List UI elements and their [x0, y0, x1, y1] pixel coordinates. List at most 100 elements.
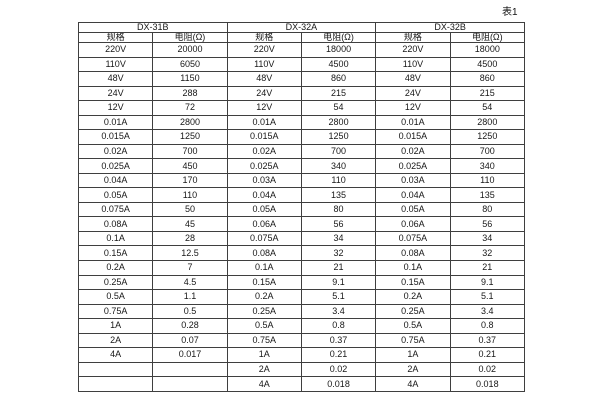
spec-cell: 0.1A	[375, 259, 451, 276]
resistance-cell: 2800	[449, 114, 526, 131]
spec-cell: 48V	[375, 71, 451, 87]
resistance-cell: 9.1	[300, 274, 377, 291]
spec-cell: 0.08A	[226, 245, 302, 261]
resistance-cell: 215	[449, 85, 526, 102]
group-header: DX-32B	[375, 22, 526, 33]
spec-cell: 1A	[226, 347, 302, 363]
resistance-cell: 45	[152, 216, 228, 232]
spec-cell: 0.75A	[77, 303, 154, 320]
resistance-cell: 1250	[300, 129, 377, 145]
table-row: 1A 0.28 0.5A 0.8 0.5A 0.8	[77, 318, 526, 334]
column-header-row: 规格 电阻(Ω) 规格 电阻(Ω) 规格 电阻(Ω)	[77, 32, 526, 43]
resistance-cell: 21	[449, 259, 526, 276]
table-row: 0.25A 4.5 0.15A 9.1 0.15A 9.1	[77, 274, 526, 291]
resistance-cell: 7	[152, 259, 228, 276]
resistance-cell: 0.21	[300, 347, 377, 363]
spec-cell: 12V	[375, 100, 451, 116]
spec-cell: 0.01A	[226, 114, 302, 131]
resistance-col-header: 电阻(Ω)	[152, 32, 228, 43]
resistance-cell: 135	[300, 187, 377, 203]
resistance-cell: 110	[300, 172, 377, 189]
spec-cell: 0.01A	[375, 114, 451, 131]
table-row: 4A 0.017 1A 0.21 1A 0.21	[77, 347, 526, 363]
resistance-cell: 3.4	[300, 303, 377, 320]
resistance-cell: 860	[300, 71, 377, 87]
spec-col-header: 规格	[77, 32, 154, 43]
resistance-cell: 0.8	[449, 318, 526, 334]
table-caption: 表1	[502, 7, 518, 18]
resistance-col-header: 电阻(Ω)	[449, 32, 526, 43]
spec-cell: 0.1A	[77, 230, 154, 247]
spec-col-header: 规格	[375, 32, 451, 43]
resistance-cell: 135	[449, 187, 526, 203]
resistance-cell: 0.018	[300, 376, 377, 392]
spec-cell: 0.08A	[77, 216, 154, 232]
resistance-cell: 0.07	[152, 332, 228, 349]
group-header: DX-32A	[226, 22, 377, 33]
resistance-spec-table: DX-31B DX-32A DX-32B 规格 电阻(Ω) 规格 电阻(Ω) 规格 电阻(Ω) …	[77, 22, 526, 392]
table-row: 12V 72 12V 54 12V 54	[77, 100, 526, 116]
table-row: 0.01A 2800 0.01A 2800 0.01A 2800	[77, 114, 526, 131]
spec-cell: 0.08A	[375, 245, 451, 261]
resistance-cell: 700	[449, 143, 526, 160]
resistance-cell: 215	[300, 85, 377, 102]
spec-cell: 0.5A	[77, 289, 154, 305]
spec-cell: 0.25A	[226, 303, 302, 320]
resistance-cell: 56	[300, 216, 377, 232]
spec-cell: 24V	[375, 85, 451, 102]
spec-cell: 0.075A	[226, 230, 302, 247]
resistance-cell: 4500	[449, 56, 526, 73]
spec-cell: 0.02A	[375, 143, 451, 160]
resistance-cell: 2800	[152, 114, 228, 131]
resistance-cell: 0.02	[449, 361, 526, 378]
resistance-cell: 0.02	[300, 361, 377, 378]
resistance-cell: 34	[300, 230, 377, 247]
resistance-cell: 4.5	[152, 274, 228, 291]
resistance-cell: 0.017	[152, 347, 228, 363]
resistance-cell: 340	[300, 158, 377, 174]
resistance-cell: 0.28	[152, 318, 228, 334]
resistance-cell: 32	[449, 245, 526, 261]
resistance-cell: 110	[449, 172, 526, 189]
group-header: DX-31B	[78, 22, 228, 33]
spec-cell: 0.15A	[226, 274, 302, 291]
resistance-cell: 700	[152, 143, 228, 160]
resistance-cell: 18000	[449, 42, 526, 58]
spec-cell: 0.05A	[226, 201, 302, 218]
spec-cell: 1A	[375, 347, 451, 363]
resistance-cell: 9.1	[449, 274, 526, 291]
resistance-cell: 0.37	[300, 332, 377, 349]
group-header-row: DX-31B DX-32A DX-32B	[78, 22, 526, 33]
spec-cell: 0.04A	[375, 187, 451, 203]
resistance-cell: 18000	[300, 42, 377, 58]
spec-cell: 24V	[226, 85, 302, 102]
resistance-cell: 1250	[449, 129, 526, 145]
resistance-cell: 1.1	[152, 289, 228, 305]
resistance-cell: 50	[152, 201, 228, 218]
table-row: 48V 1150 48V 860 48V 860	[77, 71, 526, 87]
table-row: 0.2A 7 0.1A 21 0.1A 21	[77, 259, 526, 276]
spec-cell: 0.04A	[226, 187, 302, 203]
spec-cell: 48V	[226, 71, 302, 87]
spec-cell: 0.25A	[77, 274, 154, 291]
spec-cell: 110V	[77, 56, 154, 73]
table-row: 0.04A 170 0.03A 110 0.03A 110	[77, 172, 526, 189]
spec-cell: 24V	[77, 85, 154, 102]
resistance-cell: 80	[449, 201, 526, 218]
spec-cell: 2A	[226, 361, 302, 378]
resistance-cell: 21	[300, 259, 377, 276]
resistance-cell: 54	[300, 100, 377, 116]
spec-cell: 0.75A	[226, 332, 302, 349]
spec-cell: 0.025A	[226, 158, 302, 174]
resistance-cell: 5.1	[449, 289, 526, 305]
resistance-cell: 54	[449, 100, 526, 116]
spec-cell: 0.15A	[77, 245, 154, 261]
spec-cell: 220V	[226, 42, 302, 58]
resistance-cell: 700	[300, 143, 377, 160]
resistance-cell	[152, 361, 228, 378]
table-row: 0.15A 12.5 0.08A 32 0.08A 32	[77, 245, 526, 261]
spec-cell: 0.1A	[226, 259, 302, 276]
spec-cell: 1A	[77, 318, 154, 334]
spec-cell: 0.025A	[77, 158, 154, 174]
spec-cell: 0.01A	[77, 114, 154, 131]
